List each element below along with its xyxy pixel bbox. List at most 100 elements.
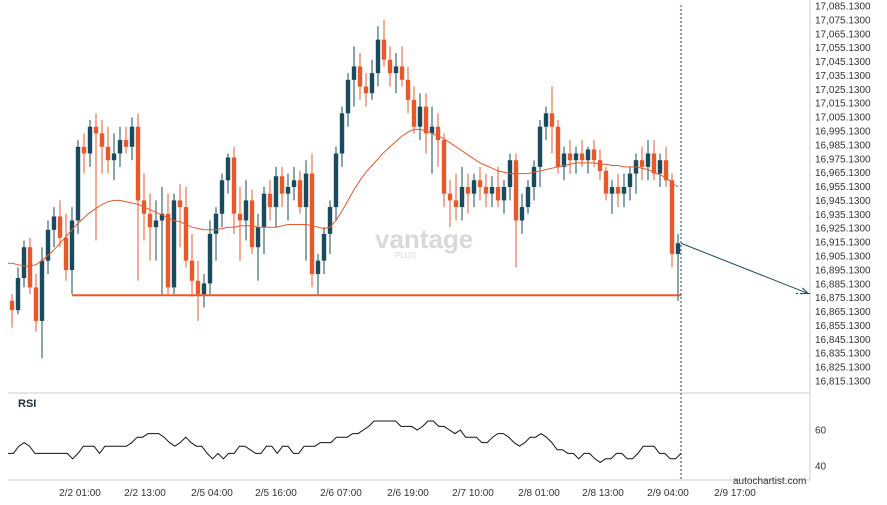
candle	[447, 180, 453, 228]
candle	[531, 160, 537, 201]
candle	[651, 140, 657, 181]
candle-body	[369, 73, 375, 94]
candle-body	[201, 283, 207, 295]
candle-body	[333, 153, 339, 208]
candle-body	[99, 133, 105, 147]
candle	[45, 220, 51, 275]
candle-body	[573, 153, 579, 161]
y-tick-label: 16,965.1300	[815, 168, 871, 179]
candle	[549, 86, 555, 154]
candle	[465, 173, 471, 214]
candle	[375, 26, 381, 87]
candle-body	[33, 287, 39, 321]
candle-body	[9, 300, 15, 311]
candle	[279, 166, 285, 208]
candle-body	[417, 106, 423, 127]
candle-body	[627, 173, 633, 187]
candle	[495, 166, 501, 208]
candle	[381, 19, 387, 67]
candle-body	[249, 200, 255, 248]
y-tick-label: 16,945.1300	[815, 196, 871, 207]
candle-body	[195, 280, 201, 295]
y-tick-label: 16,925.1300	[815, 224, 871, 235]
candle-body	[435, 126, 441, 141]
candle-body	[261, 193, 267, 228]
candle-body	[519, 207, 525, 221]
candlestick-series	[9, 19, 681, 359]
candle-body	[123, 140, 129, 147]
candle-body	[363, 86, 369, 94]
candle-body	[411, 99, 417, 127]
candle	[363, 73, 369, 107]
y-tick-label: 17,055.1300	[815, 43, 871, 54]
candle	[399, 46, 405, 87]
candle	[585, 146, 591, 174]
candle-body	[207, 233, 213, 284]
candle	[9, 294, 15, 328]
candle	[639, 146, 645, 181]
candle-body	[489, 186, 495, 194]
candle-body	[459, 186, 465, 208]
y-tick-label: 17,085.1300	[815, 2, 871, 13]
x-tick-label: 2/5 16:00	[255, 488, 297, 499]
x-tick-label: 2/2 01:00	[59, 488, 101, 499]
candle	[483, 173, 489, 208]
x-tick-label: 2/9 17:00	[714, 488, 756, 499]
y-tick-label: 16,885.1300	[815, 279, 871, 290]
candle-body	[639, 160, 645, 167]
candle	[93, 113, 99, 241]
candle	[669, 173, 675, 268]
candle	[261, 186, 267, 254]
candle	[243, 180, 249, 241]
y-tick-label: 16,895.1300	[815, 265, 871, 276]
candle-body	[495, 186, 501, 201]
y-tick-label: 16,815.1300	[815, 377, 871, 388]
candle	[171, 193, 177, 295]
y-tick-label: 17,005.1300	[815, 113, 871, 124]
candle-body	[477, 180, 483, 187]
candle-body	[465, 186, 471, 194]
x-tick-label: 2/6 07:00	[320, 488, 362, 499]
y-tick-label: 16,935.1300	[815, 210, 871, 221]
candle-body	[483, 186, 489, 194]
candle-body	[609, 186, 615, 194]
candle-body	[219, 180, 225, 214]
candle	[633, 153, 639, 194]
y-tick-label: 16,855.1300	[815, 321, 871, 332]
candle	[519, 193, 525, 234]
candle-body	[213, 213, 219, 234]
candle	[165, 193, 171, 295]
candle	[129, 117, 135, 161]
candle-body	[21, 247, 27, 279]
candle	[453, 173, 459, 221]
watermark-text: vantage	[375, 224, 473, 254]
candle	[231, 146, 237, 234]
candle-body	[561, 153, 567, 167]
candle	[675, 233, 681, 301]
candle	[315, 253, 321, 295]
candle-body	[321, 233, 327, 261]
candle-body	[93, 126, 99, 134]
y-tick-label: 16,975.1300	[815, 154, 871, 165]
candle-body	[315, 260, 321, 275]
candle-body	[81, 146, 87, 154]
candle	[255, 213, 261, 281]
candle	[213, 207, 219, 261]
y-axis: 17,085.1300 17,075.1300 17,065.1300 17,055.…	[815, 2, 871, 388]
moving-average-line	[8, 128, 679, 267]
candle-body	[657, 160, 663, 174]
candle-body	[615, 186, 621, 194]
candle-body	[297, 180, 303, 208]
candle-body	[105, 146, 111, 161]
candle	[207, 220, 213, 295]
candle-body	[429, 126, 435, 134]
candle-body	[549, 113, 555, 127]
candle-body	[669, 180, 675, 254]
candle-body	[651, 153, 657, 174]
candle-body	[441, 140, 447, 194]
y-tick-label: 16,985.1300	[815, 140, 871, 151]
candle	[501, 180, 507, 214]
candle	[459, 166, 465, 221]
candle-body	[225, 157, 231, 181]
